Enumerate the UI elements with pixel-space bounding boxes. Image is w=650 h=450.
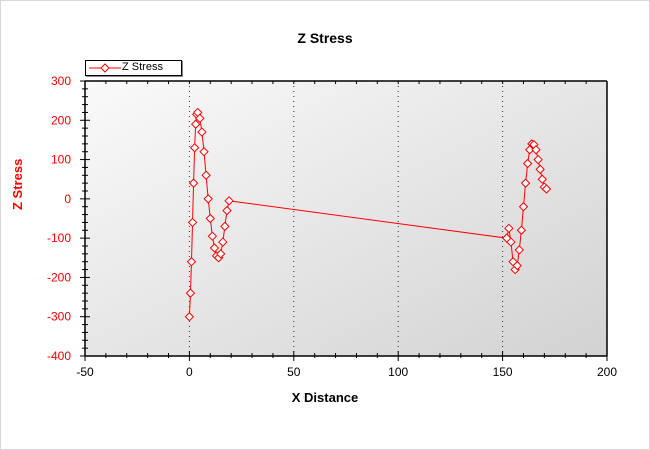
x-tick-labels: -50 0 50 100 150 200 [76,365,617,379]
svg-text:-300: -300 [47,310,71,324]
svg-text:-400: -400 [47,349,71,363]
svg-text:0: 0 [64,192,71,206]
svg-text:-100: -100 [47,231,71,245]
grid-lines [188,81,504,356]
svg-text:50: 50 [287,365,301,379]
legend-marker-icon [89,63,121,73]
y-tick-labels: 300 200 100 0 -100 -200 -300 -400 [47,74,71,363]
series-z-stress [184,107,552,322]
svg-text:100: 100 [388,365,408,379]
plot-area [85,81,607,356]
svg-text:-200: -200 [47,270,71,284]
chart-title: Z Stress [297,30,353,46]
legend: Z Stress [85,60,182,76]
svg-text:200: 200 [51,113,71,127]
svg-text:-50: -50 [76,365,94,379]
x-axis-label: X Distance [291,390,359,405]
svg-text:150: 150 [493,365,513,379]
svg-text:200: 200 [597,365,617,379]
svg-text:100: 100 [51,153,71,167]
y-axis-label: Z Stress [10,158,25,210]
svg-text:0: 0 [186,365,193,379]
svg-text:300: 300 [51,74,71,88]
legend-label: Z Stress [122,61,163,73]
